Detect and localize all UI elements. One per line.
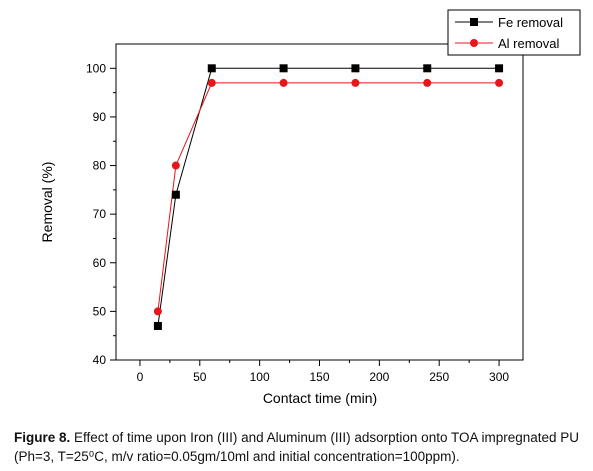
y-tick-label: 60 [93,256,107,270]
y-tick-label: 100 [86,61,106,75]
fe-removal-point [279,64,288,73]
al-removal-point [171,161,180,170]
caption-text: Effect of time upon Iron (III) and Alumi… [14,430,580,464]
series-layer [153,64,504,330]
fe-removal-line [157,67,500,327]
fe-removal-point [171,190,180,199]
x-tick-label: 100 [250,370,270,384]
legend-box [447,9,581,56]
x-tick-label: 300 [489,370,509,384]
legend-al-removal-label: Al removal [498,36,560,51]
y-axis-title: Removal (%) [39,162,55,243]
fe-removal-point [351,64,360,73]
plot-frame [115,43,524,361]
y-tick-label: 50 [93,304,107,318]
al-removal-line [157,82,500,312]
legend-al-removal-marker [470,39,478,47]
y-tick-label: 70 [93,207,107,221]
caption-label: Figure 8. [14,430,71,445]
fe-removal-point [423,64,432,73]
y-tick-label: 90 [93,110,107,124]
fe-removal-point [495,64,504,73]
al-removal-point [423,78,432,87]
y-tick-label: 80 [93,159,107,173]
axes: 0 50 100 150 200 250 300 40 50 60 70 80 90 100 [86,61,509,384]
x-tick-label: 200 [369,370,389,384]
line-chart: 0 50 100 150 200 250 300 40 50 60 70 80 90 100 Contac… [39,9,581,406]
x-tick-label: 50 [193,370,207,384]
al-removal-point [153,307,162,316]
al-removal-point [495,78,504,87]
x-tick-label: 0 [137,370,144,384]
y-tick-label: 40 [93,353,107,367]
al-removal-point [207,78,216,87]
fe-removal-point [207,64,216,73]
legend: Fe removal Al removal [447,9,581,56]
fe-removal-point [153,321,162,330]
x-tick-label: 250 [429,370,449,384]
legend-fe-removal-marker [470,18,478,26]
al-removal-point [351,78,360,87]
al-removal-point [279,78,288,87]
legend-fe-removal-label: Fe removal [498,15,563,30]
x-tick-label: 150 [309,370,329,384]
x-axis-title: Contact time (min) [263,390,377,406]
figure-caption: Figure 8. Effect of time upon Iron (III)… [14,428,584,466]
